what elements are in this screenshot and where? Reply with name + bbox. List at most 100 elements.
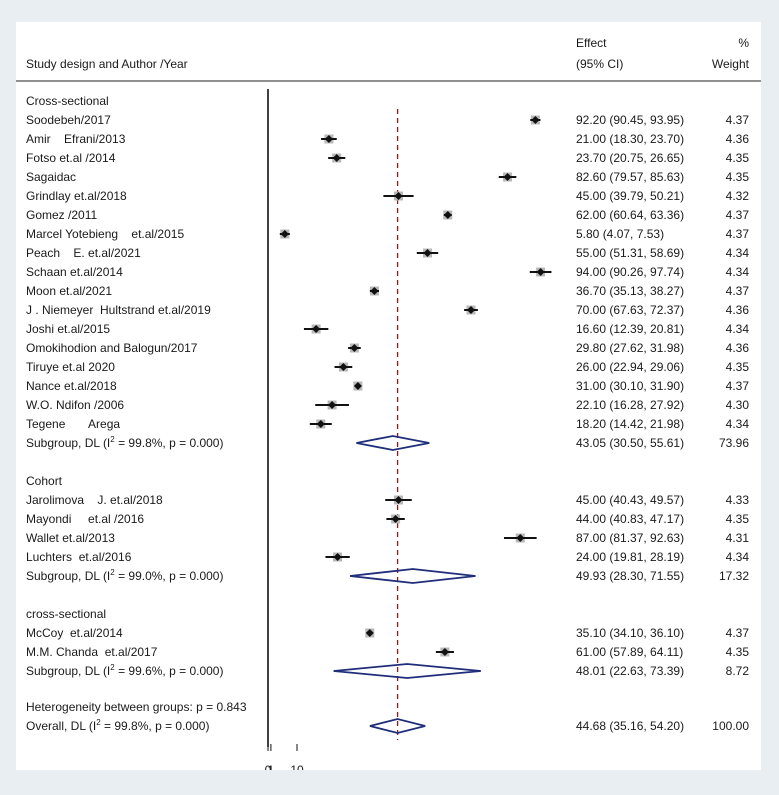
study-label: Fotso et.al /2014 <box>26 151 116 165</box>
header-weight-label: Weight <box>712 57 750 71</box>
study-effect-ci: 62.00 (60.64, 63.36) <box>576 208 684 222</box>
study-label: McCoy et.al/2014 <box>26 626 123 640</box>
heterogeneity-between-groups: Heterogeneity between groups: p = 0.843 <box>26 700 247 714</box>
subgroup-label: Subgroup, DL (I2 = 99.6%, p = 0.000) <box>26 663 223 678</box>
study-label: Sagaidac <box>26 170 76 184</box>
study-weight: 4.37 <box>726 208 750 222</box>
study-label: Gomez /2011 <box>26 208 97 222</box>
subgroup-diamond <box>349 568 476 584</box>
header-study-label: Study design and Author /Year <box>26 57 188 71</box>
study-weight: 4.34 <box>726 265 750 279</box>
study-effect-ci: 23.70 (20.75, 26.65) <box>576 151 684 165</box>
group-heading: Cross-sectional <box>26 94 109 108</box>
study-effect-ci: 92.20 (90.45, 93.95) <box>576 113 684 127</box>
study-point-estimate <box>339 363 348 371</box>
study-point-estimate <box>333 553 342 561</box>
study-effect-ci: 22.10 (16.28, 27.92) <box>576 398 684 412</box>
study-point-estimate <box>328 401 337 409</box>
study-effect-ci: 87.00 (81.37, 92.63) <box>576 531 684 545</box>
x-axis-tick-label: 0 <box>265 763 272 770</box>
study-weight: 4.32 <box>726 189 750 203</box>
overall-diamond <box>369 718 426 734</box>
study-weight: 4.35 <box>726 512 750 526</box>
study-point-estimate <box>332 154 341 162</box>
study-point-estimate <box>324 135 333 143</box>
study-weight: 4.35 <box>726 645 750 659</box>
study-label: Jarolimova J. et.al/2018 <box>26 493 163 507</box>
study-weight: 4.34 <box>726 550 750 564</box>
study-effect-ci: 82.60 (79.57, 85.63) <box>576 170 684 184</box>
study-label: Wallet et.al/2013 <box>26 531 115 545</box>
study-effect-ci: 45.00 (39.79, 50.21) <box>576 189 684 203</box>
study-effect-ci: 31.00 (30.10, 31.90) <box>576 379 684 393</box>
chart-panel: Study design and Author /Year Effect (95% … <box>16 22 761 770</box>
study-weight: 4.34 <box>726 322 750 336</box>
subgroup-effect-ci: 48.01 (22.63, 73.39) <box>576 664 684 678</box>
subgroup-effect-ci: 43.05 (30.50, 55.61) <box>576 436 684 450</box>
study-point-estimate <box>312 325 321 333</box>
study-effect-ci: 29.80 (27.62, 31.98) <box>576 341 684 355</box>
study-point-estimate <box>316 420 325 428</box>
study-label: Soodebeh/2017 <box>26 113 111 127</box>
header-weight-percent: % <box>738 36 749 50</box>
study-weight: 4.35 <box>726 360 750 374</box>
study-effect-ci: 26.00 (22.94, 29.06) <box>576 360 684 374</box>
study-effect-ci: 21.00 (18.30, 23.70) <box>576 132 684 146</box>
study-point-estimate <box>467 306 475 314</box>
study-effect-ci: 94.00 (90.26, 97.74) <box>576 265 684 279</box>
subgroup-diamond <box>356 435 430 451</box>
study-point-estimate <box>370 287 379 295</box>
study-label: Joshi et.al/2015 <box>26 322 110 336</box>
study-label: Amir Efrani/2013 <box>26 132 126 146</box>
study-point-estimate <box>353 382 362 390</box>
study-point-estimate <box>350 344 359 352</box>
study-point-estimate <box>280 230 289 238</box>
study-effect-ci: 5.80 (4.07, 7.53) <box>576 227 664 241</box>
study-label: Peach E. et.al/2021 <box>26 246 141 260</box>
group-heading: cross-sectional <box>26 607 106 621</box>
study-weight: 4.37 <box>726 284 750 298</box>
study-effect-ci: 35.10 (34.10, 36.10) <box>576 626 684 640</box>
study-point-estimate <box>443 211 452 219</box>
study-effect-ci: 70.00 (67.63, 72.37) <box>576 303 684 317</box>
study-label: Tegene Arega <box>26 417 120 431</box>
study-point-estimate <box>365 629 374 637</box>
study-point-estimate <box>516 534 525 542</box>
study-weight: 4.33 <box>726 493 750 507</box>
study-point-estimate <box>531 116 540 124</box>
subgroup-weight: 17.32 <box>719 569 749 583</box>
study-weight: 4.35 <box>726 170 750 184</box>
subgroup-label: Subgroup, DL (I2 = 99.8%, p = 0.000) <box>26 435 223 450</box>
study-label: M.M. Chanda et.al/2017 <box>26 645 158 659</box>
study-point-estimate <box>536 268 545 276</box>
study-weight: 4.35 <box>726 151 750 165</box>
study-effect-ci: 36.70 (35.13, 38.27) <box>576 284 684 298</box>
study-label: Grindlay et.al/2018 <box>26 189 127 203</box>
header-effect-label: Effect <box>576 36 607 50</box>
study-label: J . Niemeyer Hultstrand et.al/2019 <box>26 303 211 317</box>
overall-weight: 100.00 <box>712 719 749 733</box>
study-weight: 4.36 <box>726 132 750 146</box>
study-weight: 4.37 <box>726 626 750 640</box>
x-axis-tick-label: 10 <box>290 763 304 770</box>
study-effect-ci: 18.20 (14.42, 21.98) <box>576 417 684 431</box>
header-ci-label: (95% CI) <box>576 57 623 71</box>
study-label: Omokihodion and Balogun/2017 <box>26 341 198 355</box>
study-label: Schaan et.al/2014 <box>26 265 123 279</box>
study-label: Tiruye et.al 2020 <box>26 360 115 374</box>
subgroup-weight: 73.96 <box>719 436 749 450</box>
study-weight: 4.37 <box>726 379 750 393</box>
study-effect-ci: 24.00 (19.81, 28.19) <box>576 550 684 564</box>
study-weight: 4.31 <box>726 531 750 545</box>
subgroup-effect-ci: 49.93 (28.30, 71.55) <box>576 569 684 583</box>
study-weight: 4.36 <box>726 341 750 355</box>
study-effect-ci: 16.60 (12.39, 20.81) <box>576 322 684 336</box>
study-label: Marcel Yotebieng et.al/2015 <box>26 227 184 241</box>
study-label: Mayondi et.al /2016 <box>26 512 144 526</box>
study-point-estimate <box>440 648 449 656</box>
study-point-estimate <box>394 496 403 504</box>
study-effect-ci: 55.00 (51.31, 58.69) <box>576 246 684 260</box>
study-weight: 4.34 <box>726 417 750 431</box>
study-weight: 4.37 <box>726 113 750 127</box>
x-axis-tick-label: 1 <box>268 763 275 770</box>
